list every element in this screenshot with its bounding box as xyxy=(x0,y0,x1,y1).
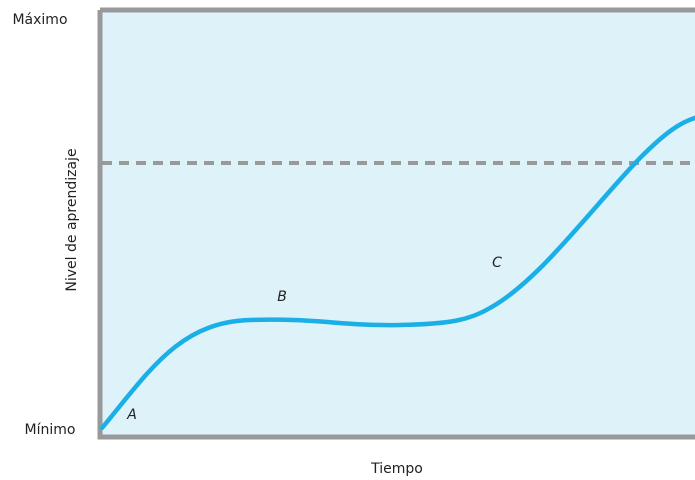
plot-area xyxy=(100,10,695,437)
annotation: B xyxy=(277,289,287,305)
y-axis-title: Nivel de aprendizaje xyxy=(64,148,80,291)
y-max-label: Máximo xyxy=(12,12,67,28)
learning-curve xyxy=(99,115,695,431)
y-min-label: Mínimo xyxy=(25,422,76,438)
x-axis-title: Tiempo xyxy=(370,461,423,477)
annotation: A xyxy=(126,407,137,423)
plot-frame xyxy=(97,7,695,440)
annotation: C xyxy=(492,255,502,271)
